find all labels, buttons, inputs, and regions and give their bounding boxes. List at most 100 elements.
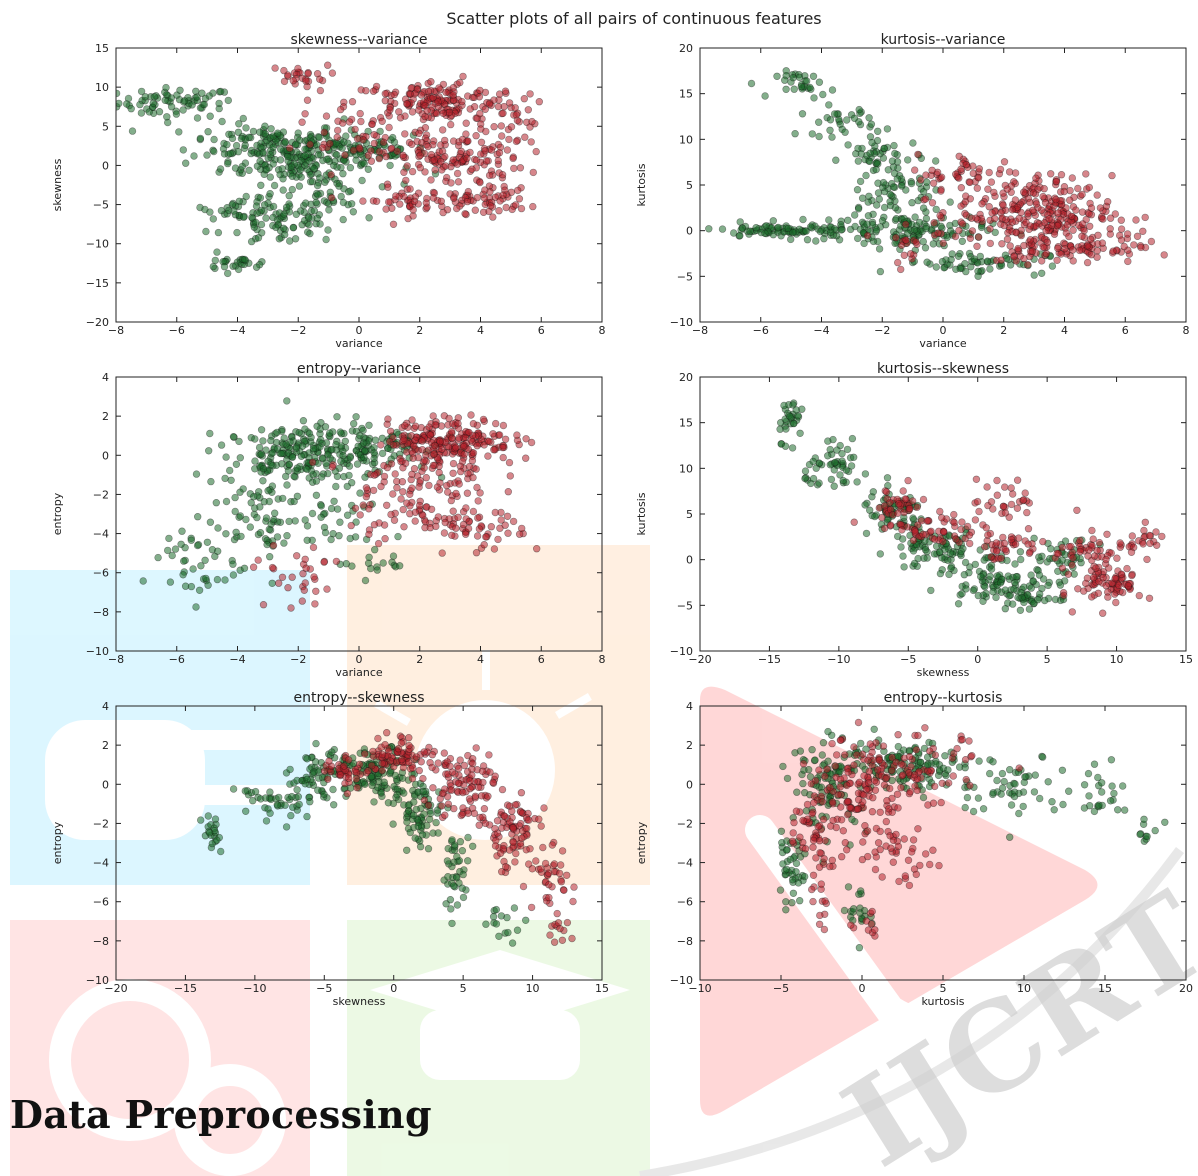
data-point xyxy=(335,182,343,190)
data-point xyxy=(1042,227,1050,235)
y-tick-label: −15 xyxy=(86,277,109,290)
data-point xyxy=(352,768,361,777)
data-point xyxy=(320,128,328,137)
data-point xyxy=(388,144,396,153)
data-point xyxy=(1068,561,1076,569)
data-point xyxy=(341,779,349,788)
data-point xyxy=(508,939,517,947)
data-point xyxy=(332,557,341,566)
data-point xyxy=(268,563,277,572)
data-point xyxy=(377,482,385,491)
data-point xyxy=(806,773,815,781)
data-point xyxy=(402,176,410,185)
data-point xyxy=(843,810,852,819)
data-point xyxy=(429,194,438,202)
data-point xyxy=(1067,212,1076,221)
data-point xyxy=(444,872,452,881)
data-point xyxy=(516,164,525,172)
data-point xyxy=(468,457,477,465)
x-tick-label: −4 xyxy=(229,653,245,666)
data-point xyxy=(411,834,419,842)
data-point xyxy=(491,772,499,780)
data-point xyxy=(932,205,940,214)
data-point xyxy=(438,445,446,453)
data-point xyxy=(997,554,1005,562)
data-point xyxy=(359,426,367,435)
data-point xyxy=(782,846,791,854)
data-point xyxy=(1023,508,1031,517)
data-point xyxy=(415,106,423,114)
data-point xyxy=(1064,787,1073,795)
data-point xyxy=(217,847,225,856)
data-point xyxy=(985,203,993,211)
data-point xyxy=(902,236,910,244)
plot-frame xyxy=(699,376,1187,652)
data-point xyxy=(1102,581,1110,590)
data-point xyxy=(432,522,440,531)
data-point xyxy=(489,912,498,921)
data-point xyxy=(979,597,987,605)
data-point xyxy=(415,129,423,138)
data-point xyxy=(337,457,345,465)
data-point xyxy=(421,456,429,464)
x-tick-label: 0 xyxy=(940,324,947,337)
data-point xyxy=(993,776,1001,785)
data-point xyxy=(432,818,440,827)
data-point xyxy=(480,540,488,549)
data-point xyxy=(480,194,489,202)
data-point xyxy=(1013,476,1022,484)
data-point xyxy=(893,790,902,798)
data-point xyxy=(360,439,368,447)
data-point xyxy=(1152,528,1160,536)
data-point xyxy=(974,233,983,241)
data-point xyxy=(844,768,852,776)
data-point xyxy=(203,151,211,159)
data-point xyxy=(229,785,238,793)
data-point xyxy=(517,808,525,816)
data-point xyxy=(830,482,838,490)
data-point xyxy=(899,552,907,560)
data-point xyxy=(539,843,547,852)
data-point xyxy=(378,449,387,458)
data-point xyxy=(428,763,436,772)
data-point xyxy=(316,220,324,228)
data-point xyxy=(229,433,238,441)
data-point xyxy=(443,792,452,801)
data-point xyxy=(490,96,498,104)
data-point xyxy=(279,224,288,233)
data-point xyxy=(246,523,255,531)
data-point xyxy=(786,413,794,421)
data-point xyxy=(1108,782,1116,790)
data-point xyxy=(786,235,795,244)
data-point xyxy=(1139,540,1147,548)
data-point xyxy=(792,807,801,815)
data-point xyxy=(863,231,872,240)
data-point xyxy=(863,220,871,228)
data-point xyxy=(492,419,500,428)
data-point xyxy=(405,733,413,742)
data-point xyxy=(464,470,472,478)
data-point xyxy=(454,764,463,773)
data-point xyxy=(292,140,300,148)
data-point xyxy=(370,471,378,479)
data-point xyxy=(965,531,974,539)
data-point xyxy=(890,141,898,150)
data-point xyxy=(256,157,264,166)
data-point xyxy=(377,789,385,797)
data-point xyxy=(513,431,521,439)
data-point xyxy=(909,139,917,147)
data-point xyxy=(790,818,798,827)
data-point xyxy=(448,531,456,539)
data-point xyxy=(1103,198,1112,206)
data-point xyxy=(932,263,940,271)
data-point xyxy=(175,128,183,136)
x-tick-label: −6 xyxy=(753,324,769,337)
data-point xyxy=(886,521,895,529)
data-point xyxy=(387,510,395,519)
data-point xyxy=(511,201,520,209)
data-point xyxy=(427,505,436,513)
x-axis-label: variance xyxy=(919,337,967,350)
data-point xyxy=(806,83,814,92)
data-point xyxy=(317,513,325,521)
